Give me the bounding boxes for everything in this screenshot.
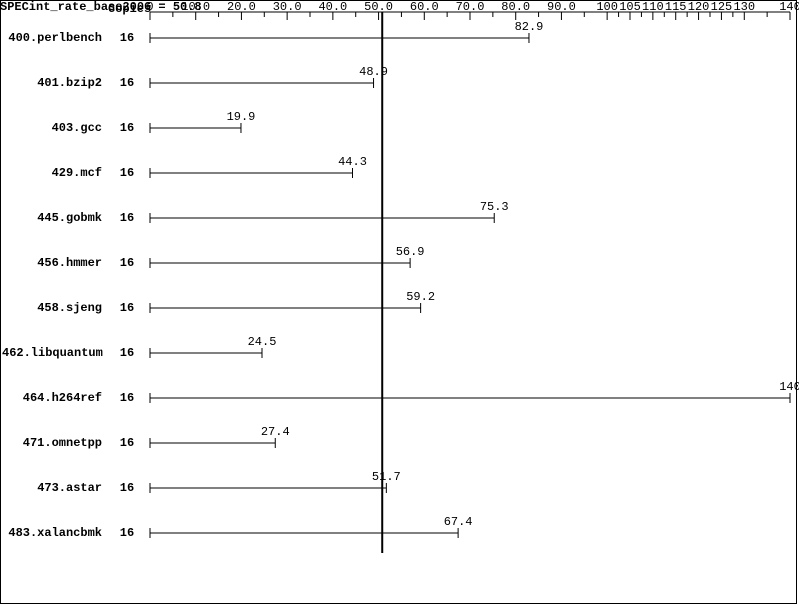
bar-value-label: 48.9 <box>359 65 388 79</box>
benchmark-label: 401.bzip2 <box>2 76 102 90</box>
benchmark-label: 483.xalancbmk <box>2 526 102 540</box>
bar-value-label: 56.9 <box>396 245 425 259</box>
x-axis-tick-label: 50.0 <box>364 0 393 14</box>
bar-value-label: 140 <box>779 380 799 394</box>
benchmark-label: 429.mcf <box>2 166 102 180</box>
bar-value-label: 51.7 <box>372 470 401 484</box>
benchmark-label: 462.libquantum <box>2 346 102 360</box>
benchmark-label: 445.gobmk <box>2 211 102 225</box>
bar-value-label: 44.3 <box>338 155 367 169</box>
bar-value-label: 82.9 <box>515 20 544 34</box>
x-axis-tick-label: 30.0 <box>273 0 302 14</box>
benchmark-label: 403.gcc <box>2 121 102 135</box>
benchmark-label: 400.perlbench <box>2 31 102 45</box>
benchmark-label: 464.h264ref <box>2 391 102 405</box>
x-axis-tick-label: 115 <box>665 0 687 14</box>
copies-value: 16 <box>112 76 142 90</box>
bar-value-label: 24.5 <box>248 335 277 349</box>
bar-value-label: 59.2 <box>406 290 435 304</box>
x-axis-tick-label: 90.0 <box>547 0 576 14</box>
copies-value: 16 <box>112 121 142 135</box>
bar-value-label: 75.3 <box>480 200 509 214</box>
bar-value-label: 27.4 <box>261 425 290 439</box>
benchmark-label: 458.sjeng <box>2 301 102 315</box>
x-axis-tick-label: 130 <box>733 0 755 14</box>
x-axis-tick-label: 0 <box>146 0 153 14</box>
x-axis-tick-label: 120 <box>688 0 710 14</box>
x-axis-tick-label: 70.0 <box>456 0 485 14</box>
copies-value: 16 <box>112 211 142 225</box>
benchmark-label: 473.astar <box>2 481 102 495</box>
copies-value: 16 <box>112 301 142 315</box>
x-axis-tick-label: 100 <box>596 0 618 14</box>
copies-value: 16 <box>112 526 142 540</box>
copies-value: 16 <box>112 256 142 270</box>
bar-value-label: 19.9 <box>227 110 256 124</box>
x-axis-tick-label: 40.0 <box>318 0 347 14</box>
benchmark-label: 456.hmmer <box>2 256 102 270</box>
x-axis-tick-label: 20.0 <box>227 0 256 14</box>
x-axis-tick-label: 140 <box>779 0 799 14</box>
copies-value: 16 <box>112 31 142 45</box>
copies-value: 16 <box>112 436 142 450</box>
x-axis-tick-label: 110 <box>642 0 664 14</box>
copies-value: 16 <box>112 166 142 180</box>
copies-value: 16 <box>112 346 142 360</box>
x-axis-tick-label: 105 <box>619 0 641 14</box>
copies-value: 16 <box>112 391 142 405</box>
bar-value-label: 67.4 <box>444 515 473 529</box>
x-axis-tick-label: 125 <box>711 0 733 14</box>
copies-header: Copies <box>108 2 151 16</box>
copies-value: 16 <box>112 481 142 495</box>
x-axis-tick-label: 10.0 <box>181 0 210 14</box>
x-axis-tick-label: 80.0 <box>501 0 530 14</box>
benchmark-label: 471.omnetpp <box>2 436 102 450</box>
x-axis-tick-label: 60.0 <box>410 0 439 14</box>
